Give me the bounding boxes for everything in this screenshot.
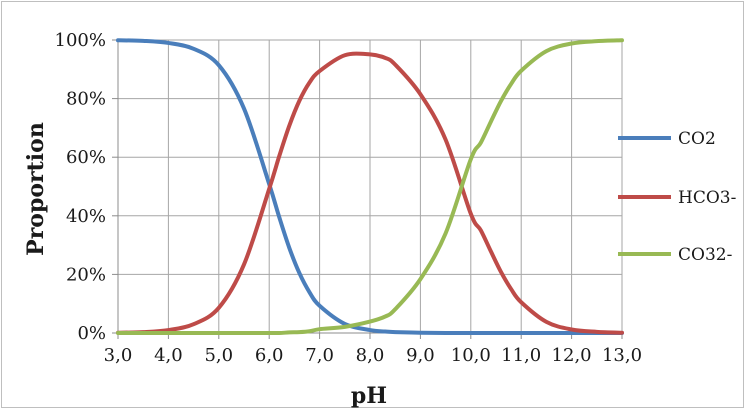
legend-item-hco3: HCO3- <box>618 188 736 208</box>
y-axis-title: Proportion <box>23 122 49 256</box>
x-tick-label: 4,0 <box>154 345 183 366</box>
y-tick-label: 20% <box>66 264 106 285</box>
legend-item-co2: CO2 <box>618 129 716 149</box>
y-tick-label: 0% <box>77 323 106 344</box>
x-tick-label: 9,0 <box>406 345 435 366</box>
x-tick-label: 13,0 <box>602 345 642 366</box>
x-tick-label: 8,0 <box>356 345 385 366</box>
legend-label-co32: CO32- <box>678 245 732 265</box>
y-tick-label: 40% <box>66 206 106 227</box>
x-tick-label: 6,0 <box>255 345 284 366</box>
series-lines <box>116 38 624 336</box>
legend-label-co2: CO2 <box>678 129 716 149</box>
x-tick-label: 5,0 <box>204 345 233 366</box>
x-tick-label: 3,0 <box>104 345 133 366</box>
legend: CO2 HCO3- CO32- <box>618 129 736 265</box>
x-tick-label: 12,0 <box>552 345 592 366</box>
grid <box>117 39 623 334</box>
legend-item-co32: CO32- <box>618 245 732 265</box>
tick-labels: 3,0 4,0 5,0 6,0 7,0 8,0 9,0 10,0 11,0 12,0 13,0 0% 2… <box>55 30 643 366</box>
x-tick-label: 7,0 <box>305 345 334 366</box>
y-tick-label: 80% <box>66 89 106 110</box>
x-tick-label: 11,0 <box>501 345 541 366</box>
x-tick-label: 10,0 <box>451 345 491 366</box>
series-line-co32 <box>116 38 624 336</box>
series-line-co2 <box>116 38 624 336</box>
chart: 3,0 4,0 5,0 6,0 7,0 8,0 9,0 10,0 11,0 12,0 13,0 0% 2… <box>23 30 736 409</box>
legend-label-hco3: HCO3- <box>678 188 736 208</box>
axes <box>112 39 623 339</box>
y-tick-label: 60% <box>66 147 106 168</box>
series-line-hco3 <box>116 51 624 335</box>
y-tick-label: 100% <box>55 30 106 51</box>
x-axis-title: pH <box>351 383 387 409</box>
